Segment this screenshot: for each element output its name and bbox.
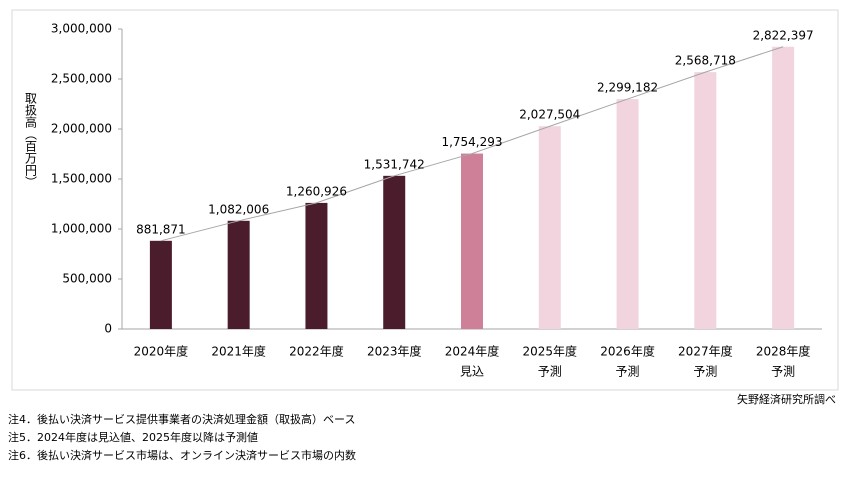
note: 注6．後払い決済サービス市場は、オンライン決済サービス市場の内数: [8, 448, 356, 462]
value-label: 2,027,504: [519, 108, 580, 122]
trend-line: [160, 46, 784, 242]
source: 矢野経済研究所調べ: [737, 392, 836, 406]
bar: [227, 220, 250, 329]
x-tick-label: 2022年度: [289, 344, 344, 359]
x-tick-sublabel: 予測: [771, 365, 795, 379]
x-tick-label: 2021年度: [211, 344, 266, 359]
bar: [694, 72, 717, 329]
x-tick-sublabel: 見込: [460, 365, 484, 379]
bar: [461, 153, 483, 329]
y-tick-label: 500,000: [62, 272, 112, 286]
bar: [538, 126, 561, 329]
value-label: 1,260,926: [286, 184, 347, 198]
y-axis-label: 取扱高（百万円）: [24, 92, 38, 188]
y-tick-label: 2,000,000: [51, 122, 112, 136]
bar: [383, 175, 406, 329]
x-tick-label: 2026年度: [600, 344, 655, 359]
value-label: 881,871: [136, 222, 186, 236]
bar: [772, 46, 795, 329]
value-label: 1,082,006: [208, 202, 269, 216]
x-tick-label: 2023年度: [367, 344, 422, 359]
value-label: 2,822,397: [753, 28, 814, 42]
x-tick-sublabel: 予測: [616, 365, 640, 379]
x-tick-label: 2024年度: [445, 344, 500, 359]
x-tick-label: 2027年度: [678, 344, 733, 359]
y-tick-label: 1,500,000: [51, 172, 112, 186]
value-label: 2,568,718: [675, 54, 736, 68]
y-tick-label: 2,500,000: [51, 72, 112, 86]
y-tick-label: 1,000,000: [51, 222, 112, 236]
x-tick-sublabel: 予測: [538, 365, 562, 379]
y-tick-label: 3,000,000: [51, 22, 112, 36]
x-tick-label: 2020年度: [134, 344, 189, 359]
value-label: 1,531,742: [364, 157, 425, 171]
bar: [149, 240, 172, 329]
y-tick-label: 0: [104, 322, 112, 336]
chart-frame: [11, 9, 839, 391]
bar: [616, 99, 639, 329]
x-tick-label: 2025年度: [523, 344, 578, 359]
value-label: 2,299,182: [597, 81, 658, 95]
note: 注5．2024年度は見込値、2025年度以降は予測値: [8, 430, 258, 444]
value-label: 1,754,293: [441, 135, 502, 149]
x-tick-sublabel: 予測: [693, 365, 717, 379]
bar: [305, 202, 328, 329]
note: 注4．後払い決済サービス提供事業者の決済処理金額（取扱高）ベース: [8, 412, 355, 426]
x-tick-label: 2028年度: [756, 344, 811, 359]
